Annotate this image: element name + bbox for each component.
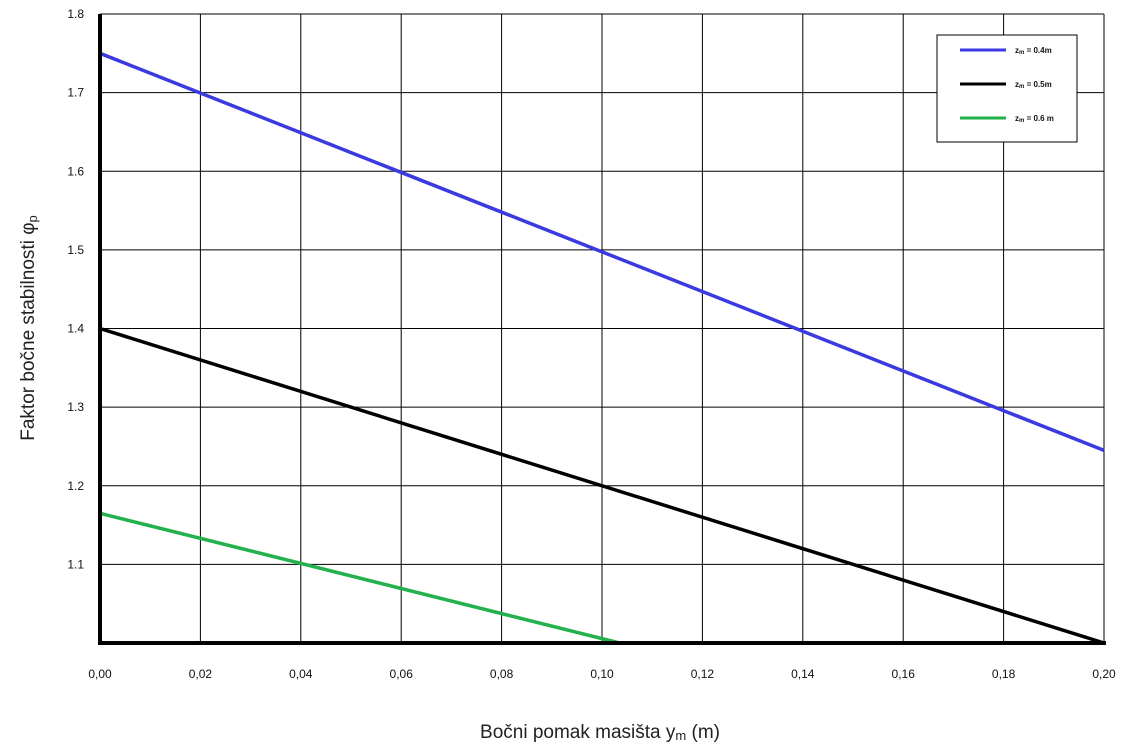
x-tick-label: 0,16 bbox=[892, 667, 916, 681]
x-tick-label: 0,08 bbox=[490, 667, 514, 681]
y-tick-label: 1.5 bbox=[67, 243, 84, 257]
legend-box bbox=[936, 34, 1078, 143]
x-tick-label: 0,02 bbox=[189, 667, 213, 681]
legend: zm = 0.4m zm = 0.5m zm = 0.6 m bbox=[936, 34, 1078, 143]
y-tick-label: 1.4 bbox=[67, 322, 84, 336]
y-tick-label: 1.3 bbox=[67, 400, 84, 414]
x-axis-title: Bočni pomak masišta ym (m) bbox=[480, 722, 720, 743]
grid bbox=[100, 13, 1105, 643]
x-tick-label: 0,18 bbox=[992, 667, 1016, 681]
series-line-1 bbox=[99, 51, 1105, 452]
x-tick-label: 0,14 bbox=[791, 667, 815, 681]
y-tick-label: 1.6 bbox=[67, 164, 84, 178]
x-tick-label: 0,12 bbox=[691, 667, 715, 681]
legend-label-2: zm = 0.5m bbox=[1015, 80, 1052, 90]
y-tick-label: 1.2 bbox=[67, 479, 84, 493]
x-tick-labels: 0,00 0,02 0,04 0,06 0,08 0,10 0,12 0,14 0,16 0,18… bbox=[88, 667, 1116, 681]
x-tick-label: 0,04 bbox=[289, 667, 313, 681]
x-tick-label: 0,06 bbox=[390, 667, 414, 681]
y-tick-labels: 1.1 1.2 1.3 1.4 1.5 1.6 1.7 1.8 bbox=[67, 7, 84, 571]
y-tick-label: 1.8 bbox=[67, 7, 84, 21]
axes bbox=[98, 14, 1106, 645]
series-lines bbox=[99, 51, 1105, 645]
x-tick-label: 0,00 bbox=[88, 667, 112, 681]
y-tick-label: 1.7 bbox=[67, 86, 84, 100]
x-tick-label: 0,20 bbox=[1092, 667, 1116, 681]
legend-label-3: zm = 0.6 m bbox=[1015, 114, 1054, 124]
y-axis-title: Faktor bočne stabilnosti φp bbox=[18, 215, 40, 441]
x-tick-label: 0,10 bbox=[590, 667, 614, 681]
series-line-2 bbox=[99, 326, 1105, 645]
legend-label-1: zm = 0.4m bbox=[1015, 46, 1052, 56]
series-line-3 bbox=[99, 511, 620, 645]
y-tick-label: 1.1 bbox=[67, 557, 84, 571]
